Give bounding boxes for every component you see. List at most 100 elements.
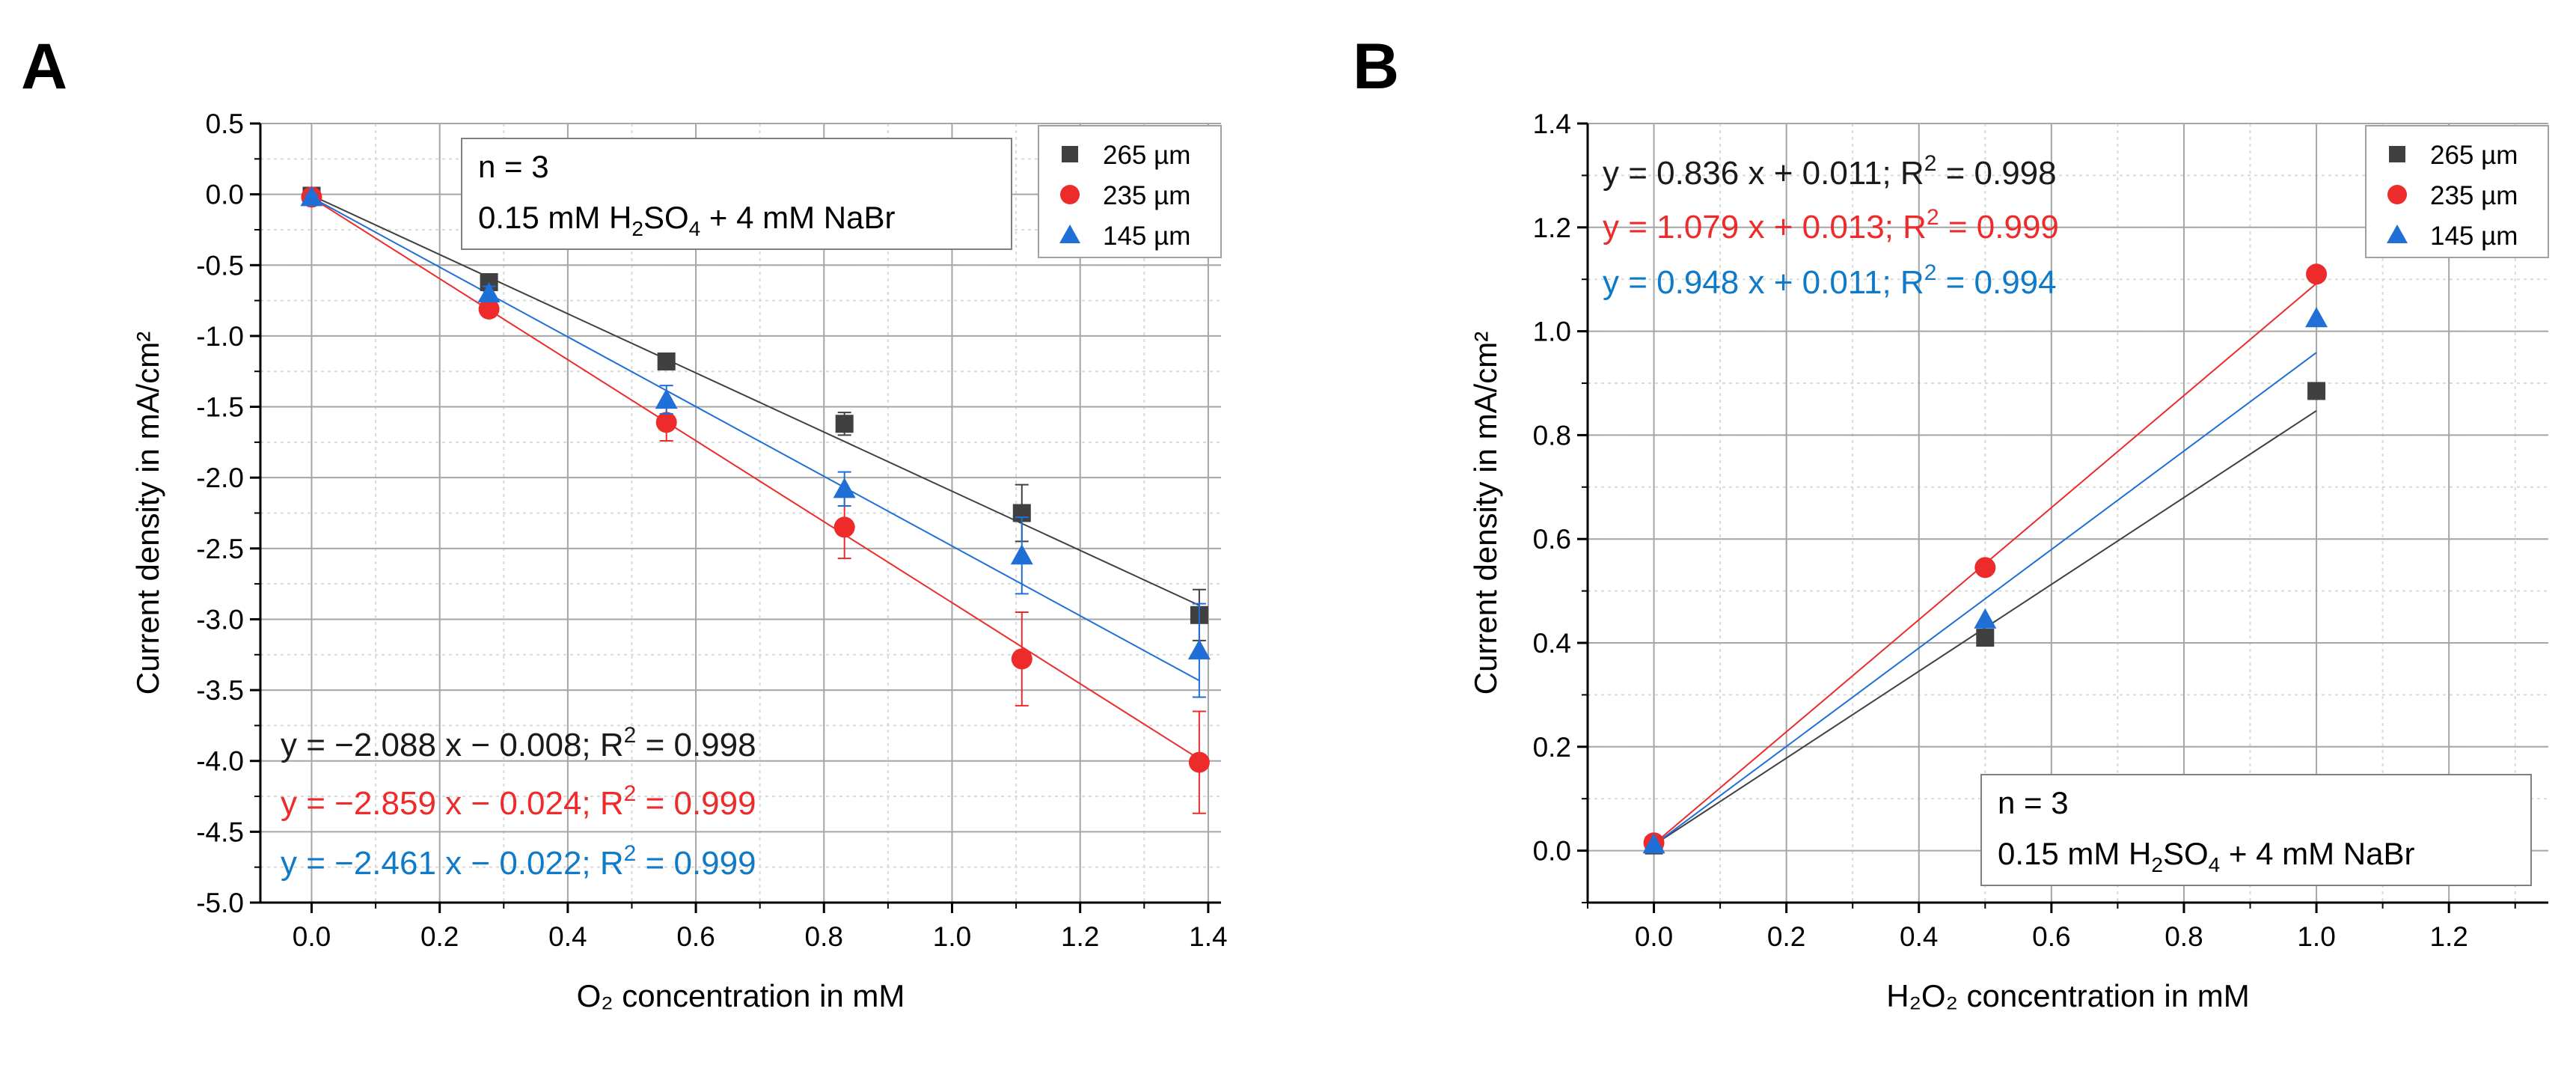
legend-marker	[1059, 225, 1080, 243]
legend-label: 145 µm	[1103, 222, 1190, 251]
y-tick-label: -1.0	[196, 321, 244, 352]
y-tick-label: -1.5	[196, 392, 244, 423]
y-tick-label: -2.0	[196, 463, 244, 493]
legend-marker	[1062, 146, 1078, 162]
regression-equation-0: y = −2.088 x − 0.008; R2 = 0.998	[281, 723, 756, 763]
fit-line-2	[1653, 352, 2317, 846]
x-tick-label: 1.0	[2297, 921, 2335, 952]
x-tick-label: 0.2	[420, 921, 459, 952]
panel-letter-a: A	[21, 31, 67, 103]
data-point	[1188, 751, 1210, 773]
data-point	[300, 186, 323, 207]
series-2	[300, 186, 1211, 698]
legend-marker	[2387, 185, 2407, 204]
regression-equation-2: y = −2.461 x − 0.022; R2 = 0.999	[281, 841, 756, 882]
y-axis-label: Current density in mA/cm²	[130, 332, 165, 695]
legend: 265 µm 235 µm 145 µm	[1038, 125, 1222, 258]
data-point	[833, 516, 855, 538]
data-point	[478, 298, 500, 320]
legend-label: 265 µm	[1103, 141, 1190, 170]
y-tick-label: -3.0	[196, 604, 244, 635]
regression-equation-1: y = −2.859 x − 0.024; R2 = 0.999	[281, 781, 756, 822]
fit-line-2	[311, 196, 1200, 682]
annotation-line-1: n = 3	[1998, 785, 2069, 820]
legend-marker	[2387, 225, 2408, 243]
legend-marker	[2389, 146, 2405, 162]
legend-marker	[1060, 185, 1080, 204]
y-tick-label: 0.5	[206, 109, 244, 139]
y-tick-label: -0.5	[196, 250, 244, 281]
y-axis-label: Current density in mA/cm²	[1468, 332, 1503, 695]
data-point	[1974, 608, 1997, 629]
annotation-line-2: 0.15 mM H2SO4 + 4 mM NaBr	[1998, 836, 2414, 876]
y-tick-label: -5.0	[196, 888, 244, 918]
x-tick-label: 0.2	[1767, 921, 1805, 952]
annotation-line-1: n = 3	[478, 149, 549, 184]
data-point	[655, 412, 677, 433]
data-point	[655, 388, 678, 409]
y-tick-label: 0.6	[1533, 524, 1571, 555]
data-point	[1187, 639, 1211, 660]
x-tick-label: 0.6	[2032, 921, 2070, 952]
x-tick-label: 0.8	[805, 921, 843, 952]
legend-label: 235 µm	[2430, 181, 2518, 210]
annotation-line-2: 0.15 mM H2SO4 + 4 mM NaBr	[478, 200, 895, 240]
legend: 265 µm 235 µm 145 µm	[2365, 125, 2549, 258]
y-tick-label: -4.0	[196, 746, 244, 777]
data-point	[1974, 557, 1996, 579]
data-point	[1010, 544, 1033, 565]
y-tick-label: 0.8	[1533, 420, 1571, 451]
y-tick-label: 1.4	[1533, 109, 1571, 139]
data-point	[1976, 629, 1995, 647]
x-axis-label: H₂O₂ concentration in mM	[1886, 978, 2249, 1013]
x-tick-label: 1.0	[933, 921, 971, 952]
x-tick-label: 0.6	[676, 921, 715, 952]
legend-label: 265 µm	[2430, 141, 2518, 170]
y-tick-label: 0.0	[1533, 836, 1571, 867]
y-tick-label: -2.5	[196, 534, 244, 564]
annotation-box: n = 3 0.15 mM H2SO4 + 4 mM NaBr	[1980, 774, 2532, 886]
x-tick-label: 1.2	[1061, 921, 1099, 952]
x-tick-label: 0.4	[548, 921, 587, 952]
grid-lines	[1588, 123, 2548, 903]
fit-line-1	[310, 197, 1200, 760]
data-point	[835, 415, 854, 433]
y-tick-label: 0.2	[1533, 732, 1571, 763]
x-tick-label: 1.4	[1189, 921, 1227, 952]
y-tick-label: 1.2	[1533, 213, 1571, 243]
series-1	[301, 186, 1210, 814]
legend-label: 145 µm	[2430, 222, 2518, 251]
legend-label: 235 µm	[1103, 181, 1190, 210]
data-point	[2306, 263, 2328, 285]
regression-equation-0: y = 0.836 x + 0.011; R2 = 0.998	[1603, 151, 2057, 192]
chart-panel-b: 0.0 0.2 0.4 0.6 0.8 1.0 1.2 1.4 1.2 1.0 0.8 0.6 0.4 0…	[1468, 109, 2549, 1013]
data-point	[833, 477, 856, 498]
series-2	[1642, 307, 2328, 854]
grid-lines	[260, 123, 1221, 903]
fit-line-0	[311, 195, 1200, 606]
panel-letter-b: B	[1353, 31, 1399, 103]
y-tick-label: -3.5	[196, 675, 244, 706]
x-axis-label: O₂ concentration in mM	[577, 978, 905, 1013]
data-point	[657, 352, 676, 370]
y-tick-label: 1.0	[1533, 317, 1571, 347]
y-tick-label: 0.0	[206, 180, 244, 210]
annotation-frame	[461, 138, 1012, 250]
regression-equation-2: y = 0.948 x + 0.011; R2 = 0.994	[1603, 260, 2057, 301]
x-tick-label: 0.8	[2164, 921, 2203, 952]
regression-equation-1: y = 1.079 x + 0.013; R2 = 0.999	[1603, 205, 2059, 245]
y-tick-label: 0.4	[1533, 628, 1571, 659]
data-point	[2307, 382, 2326, 400]
x-tick-label: 0.4	[1900, 921, 1938, 952]
x-tick-label: 0.0	[293, 921, 331, 952]
data-point	[1011, 648, 1032, 670]
y-tick-label: -4.5	[196, 817, 244, 847]
data-point	[477, 282, 501, 303]
annotation-frame	[1980, 774, 2532, 886]
data-point	[2305, 307, 2328, 328]
x-tick-label: 1.2	[2429, 921, 2468, 952]
data-point	[1642, 833, 1665, 854]
chart-panel-a: 0.0 0.2 0.4 0.6 0.8 1.0 1.2 1.4 0.5 0.0 -0.5 -1.0 -1…	[130, 109, 1228, 1013]
annotation-box: n = 3 0.15 mM H2SO4 + 4 mM NaBr	[461, 138, 1012, 250]
